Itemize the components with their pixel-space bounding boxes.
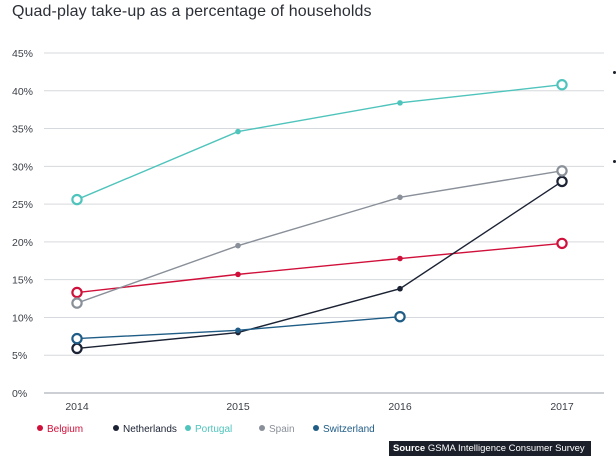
- x-tick-label: 2014: [65, 401, 89, 413]
- y-tick-label: 30%: [12, 161, 33, 173]
- spain-line: [76, 170, 563, 304]
- switzerland-point: [71, 332, 83, 345]
- belgium-point: [71, 286, 83, 299]
- switzerland-point: [235, 327, 241, 334]
- legend-label-switzerland: Switzerland: [323, 424, 375, 435]
- netherlands-point: [71, 342, 83, 355]
- y-tick-label: 10%: [12, 312, 33, 324]
- bullet-dot: [613, 160, 616, 163]
- belgium-point: [397, 255, 403, 262]
- belgium-point: [556, 237, 568, 250]
- y-tick-label: 5%: [12, 350, 27, 362]
- x-tick-label: 2016: [388, 401, 412, 413]
- spain-point: [556, 165, 568, 177]
- source-note: Source GSMA Intelligence Consumer Survey: [389, 441, 591, 456]
- y-tick-label: 25%: [12, 199, 33, 211]
- y-tick-label: 45%: [12, 48, 33, 60]
- portugal-point: [235, 128, 241, 135]
- spain-point: [235, 242, 241, 249]
- belgium-line: [76, 242, 563, 294]
- legend-label-netherlands: Netherlands: [123, 424, 177, 435]
- netherlands-line: [76, 180, 563, 350]
- x-tick-label: 2017: [550, 401, 574, 413]
- source-text: GSMA Intelligence Consumer Survey: [427, 443, 585, 454]
- y-tick-label: 40%: [12, 86, 33, 98]
- legend-marker-netherlands: [113, 425, 119, 431]
- spain-point: [397, 194, 403, 201]
- legend-marker-belgium: [37, 425, 43, 431]
- legend-label-portugal: Portugal: [195, 424, 232, 435]
- y-tick-label: 35%: [12, 124, 33, 136]
- portugal-line: [76, 84, 563, 201]
- netherlands-point: [397, 285, 403, 292]
- legend-marker-switzerland: [313, 425, 319, 431]
- legend-label-spain: Spain: [269, 424, 295, 435]
- source-label: Source: [393, 443, 426, 454]
- legend-marker-spain: [259, 425, 265, 431]
- x-tick-label: 2015: [226, 401, 250, 413]
- y-tick-label: 15%: [12, 275, 33, 287]
- belgium-point: [235, 271, 241, 278]
- chart-title: Quad-play take-up as a percentage of hou…: [12, 3, 372, 20]
- spain-point: [71, 297, 83, 309]
- portugal-point: [397, 100, 403, 106]
- netherlands-point: [556, 175, 568, 188]
- y-tick-label: 0%: [12, 388, 27, 400]
- switzerland-point: [394, 310, 406, 323]
- bullet-dot: [613, 71, 616, 74]
- legend-marker-portugal: [185, 425, 191, 431]
- y-tick-label: 20%: [12, 237, 33, 249]
- portugal-point: [71, 193, 83, 206]
- legend-label-belgium: Belgium: [47, 424, 83, 435]
- portugal-point: [556, 79, 568, 91]
